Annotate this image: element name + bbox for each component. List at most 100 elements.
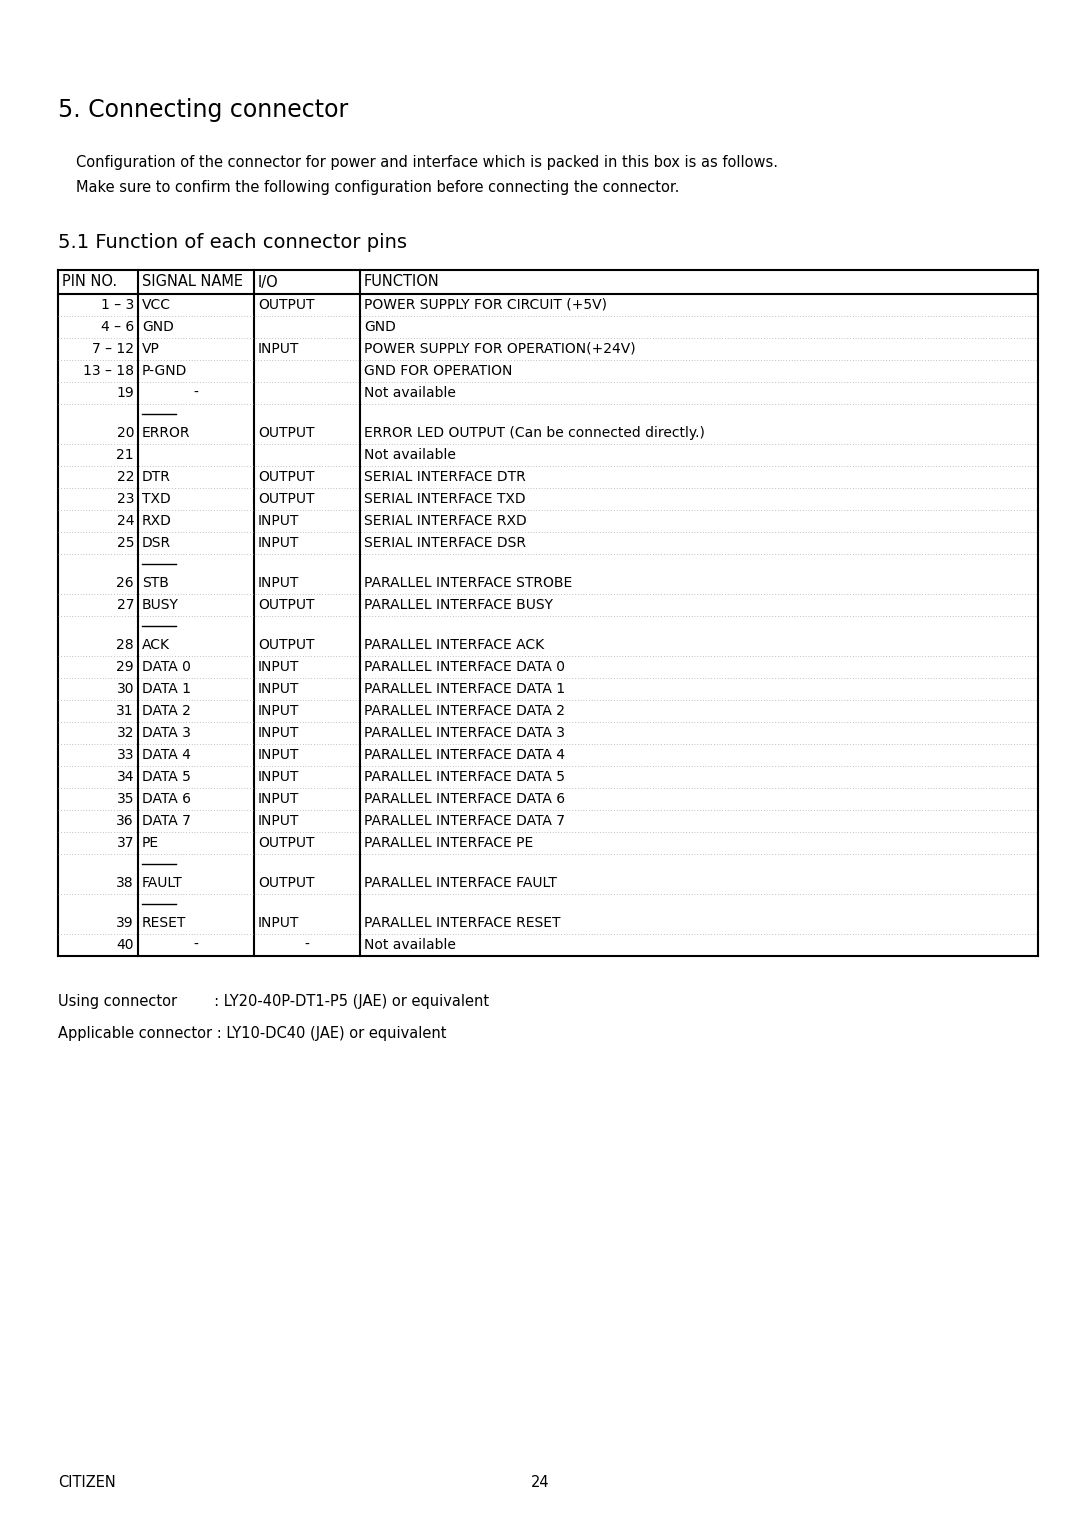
Text: INPUT: INPUT: [258, 749, 299, 762]
Text: 5.1 Function of each connector pins: 5.1 Function of each connector pins: [58, 232, 407, 252]
Text: SERIAL INTERFACE RXD: SERIAL INTERFACE RXD: [364, 513, 527, 529]
Text: PARALLEL INTERFACE DATA 4: PARALLEL INTERFACE DATA 4: [364, 749, 565, 762]
Text: 19: 19: [117, 387, 134, 400]
Text: PARALLEL INTERFACE ACK: PARALLEL INTERFACE ACK: [364, 639, 544, 652]
Text: -: -: [193, 387, 199, 400]
Text: PARALLEL INTERFACE BUSY: PARALLEL INTERFACE BUSY: [364, 597, 553, 613]
Text: DATA 3: DATA 3: [141, 726, 191, 740]
Text: INPUT: INPUT: [258, 513, 299, 529]
Text: INPUT: INPUT: [258, 792, 299, 805]
Text: 21: 21: [117, 448, 134, 461]
Text: DTR: DTR: [141, 471, 171, 484]
Text: 37: 37: [117, 836, 134, 850]
Text: SERIAL INTERFACE TXD: SERIAL INTERFACE TXD: [364, 492, 526, 506]
Text: 36: 36: [117, 814, 134, 828]
Text: PIN NO.: PIN NO.: [62, 275, 117, 289]
Text: 32: 32: [117, 726, 134, 740]
Text: OUTPUT: OUTPUT: [258, 597, 314, 613]
Text: -: -: [193, 938, 199, 952]
Text: INPUT: INPUT: [258, 726, 299, 740]
Text: INPUT: INPUT: [258, 681, 299, 695]
Text: PARALLEL INTERFACE PE: PARALLEL INTERFACE PE: [364, 836, 534, 850]
Text: BUSY: BUSY: [141, 597, 179, 613]
Text: INPUT: INPUT: [258, 704, 299, 718]
Text: DATA 1: DATA 1: [141, 681, 191, 695]
Text: OUTPUT: OUTPUT: [258, 471, 314, 484]
Text: 28: 28: [117, 639, 134, 652]
Text: 38: 38: [117, 876, 134, 889]
Text: INPUT: INPUT: [258, 576, 299, 590]
Text: GND: GND: [364, 319, 396, 335]
Text: INPUT: INPUT: [258, 342, 299, 356]
Text: ACK: ACK: [141, 639, 170, 652]
Text: 31: 31: [117, 704, 134, 718]
Text: 26: 26: [117, 576, 134, 590]
Text: 39: 39: [117, 915, 134, 931]
Text: Configuration of the connector for power and interface which is packed in this b: Configuration of the connector for power…: [76, 154, 778, 170]
Text: INPUT: INPUT: [258, 814, 299, 828]
Text: ERROR LED OUTPUT (Can be connected directly.): ERROR LED OUTPUT (Can be connected direc…: [364, 426, 705, 440]
Text: 20: 20: [117, 426, 134, 440]
Text: DATA 4: DATA 4: [141, 749, 191, 762]
Text: OUTPUT: OUTPUT: [258, 298, 314, 312]
Text: DATA 7: DATA 7: [141, 814, 191, 828]
Text: SERIAL INTERFACE DSR: SERIAL INTERFACE DSR: [364, 536, 526, 550]
Text: OUTPUT: OUTPUT: [258, 639, 314, 652]
Text: PE: PE: [141, 836, 159, 850]
Text: Not available: Not available: [364, 938, 456, 952]
Text: POWER SUPPLY FOR CIRCUIT (+5V): POWER SUPPLY FOR CIRCUIT (+5V): [364, 298, 607, 312]
Text: PARALLEL INTERFACE STROBE: PARALLEL INTERFACE STROBE: [364, 576, 572, 590]
Text: DATA 6: DATA 6: [141, 792, 191, 805]
Text: PARALLEL INTERFACE DATA 2: PARALLEL INTERFACE DATA 2: [364, 704, 565, 718]
Text: PARALLEL INTERFACE DATA 5: PARALLEL INTERFACE DATA 5: [364, 770, 565, 784]
Text: DATA 0: DATA 0: [141, 660, 191, 674]
Text: 29: 29: [117, 660, 134, 674]
Text: INPUT: INPUT: [258, 536, 299, 550]
Text: 5. Connecting connector: 5. Connecting connector: [58, 98, 348, 122]
Text: CITIZEN: CITIZEN: [58, 1475, 116, 1490]
Text: FAULT: FAULT: [141, 876, 183, 889]
Text: 7 – 12: 7 – 12: [92, 342, 134, 356]
Text: INPUT: INPUT: [258, 770, 299, 784]
Text: 13 – 18: 13 – 18: [83, 364, 134, 377]
Text: 40: 40: [117, 938, 134, 952]
Text: RXD: RXD: [141, 513, 172, 529]
Text: 23: 23: [117, 492, 134, 506]
Text: SERIAL INTERFACE DTR: SERIAL INTERFACE DTR: [364, 471, 526, 484]
Text: PARALLEL INTERFACE RESET: PARALLEL INTERFACE RESET: [364, 915, 561, 931]
Text: PARALLEL INTERFACE DATA 6: PARALLEL INTERFACE DATA 6: [364, 792, 565, 805]
Text: 25: 25: [117, 536, 134, 550]
Text: I/O: I/O: [258, 275, 279, 289]
Text: 4 – 6: 4 – 6: [100, 319, 134, 335]
Text: OUTPUT: OUTPUT: [258, 876, 314, 889]
Text: 22: 22: [117, 471, 134, 484]
Text: 30: 30: [117, 681, 134, 695]
Text: DSR: DSR: [141, 536, 171, 550]
Text: -: -: [305, 938, 310, 952]
Text: GND FOR OPERATION: GND FOR OPERATION: [364, 364, 512, 377]
Text: Make sure to confirm the following configuration before connecting the connector: Make sure to confirm the following confi…: [76, 180, 679, 196]
Text: Applicable connector : LY10-DC40 (JAE) or equivalent: Applicable connector : LY10-DC40 (JAE) o…: [58, 1025, 446, 1041]
Text: RESET: RESET: [141, 915, 187, 931]
Text: FUNCTION: FUNCTION: [364, 275, 440, 289]
Text: 1 – 3: 1 – 3: [100, 298, 134, 312]
Text: SIGNAL NAME: SIGNAL NAME: [141, 275, 243, 289]
Text: TXD: TXD: [141, 492, 171, 506]
Text: INPUT: INPUT: [258, 660, 299, 674]
Text: PARALLEL INTERFACE DATA 1: PARALLEL INTERFACE DATA 1: [364, 681, 565, 695]
Text: PARALLEL INTERFACE DATA 0: PARALLEL INTERFACE DATA 0: [364, 660, 565, 674]
Text: VCC: VCC: [141, 298, 171, 312]
Text: 34: 34: [117, 770, 134, 784]
Text: Using connector        : LY20-40P-DT1-P5 (JAE) or equivalent: Using connector : LY20-40P-DT1-P5 (JAE) …: [58, 995, 489, 1008]
Text: OUTPUT: OUTPUT: [258, 426, 314, 440]
Text: INPUT: INPUT: [258, 915, 299, 931]
Text: STB: STB: [141, 576, 168, 590]
Text: 24: 24: [117, 513, 134, 529]
Text: 27: 27: [117, 597, 134, 613]
Text: ERROR: ERROR: [141, 426, 190, 440]
Text: OUTPUT: OUTPUT: [258, 836, 314, 850]
Text: Not available: Not available: [364, 387, 456, 400]
Text: GND: GND: [141, 319, 174, 335]
Text: PARALLEL INTERFACE DATA 3: PARALLEL INTERFACE DATA 3: [364, 726, 565, 740]
Text: Not available: Not available: [364, 448, 456, 461]
